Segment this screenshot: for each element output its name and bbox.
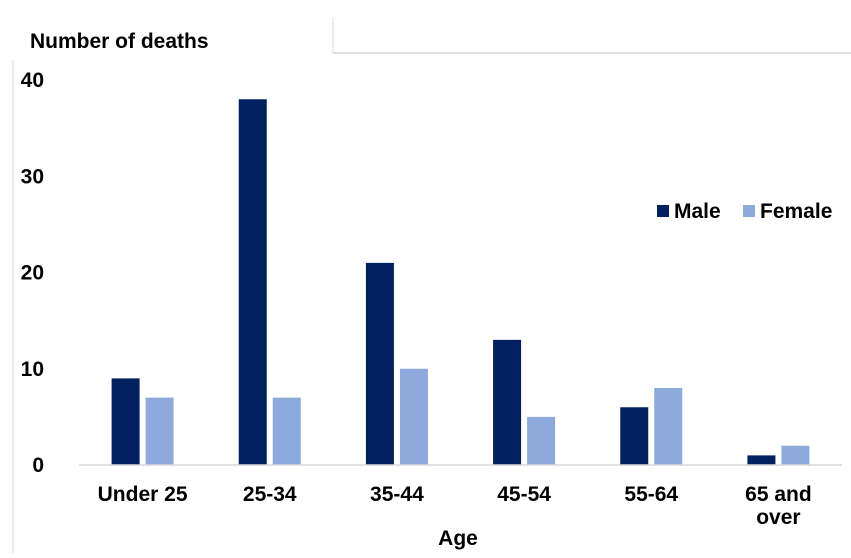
legend-label-male: Male bbox=[674, 200, 721, 223]
x-tick-label: Under 25 bbox=[98, 483, 188, 506]
y-tick-label: 30 bbox=[21, 165, 44, 188]
x-tick-label-line: 55-64 bbox=[624, 483, 678, 506]
y-tick-label: 0 bbox=[32, 454, 44, 477]
bar-male-25-34 bbox=[238, 99, 267, 465]
x-tick-label: 55-64 bbox=[624, 483, 678, 506]
x-tick-label: 35-44 bbox=[370, 483, 424, 506]
y-tick-label: 20 bbox=[21, 262, 44, 285]
bars-group bbox=[111, 99, 810, 465]
x-axis-tick-labels: Under 25 25-34 35-44 45-54 55-64 65 and over bbox=[98, 483, 812, 529]
bar-female-45-54 bbox=[527, 416, 556, 465]
x-tick-label: 25-34 bbox=[243, 483, 297, 506]
y-axis-title: Number of deaths bbox=[30, 30, 209, 53]
bar-male-45-54 bbox=[493, 339, 522, 465]
bar-female-55-64 bbox=[654, 388, 683, 465]
legend: Male Female bbox=[657, 200, 832, 223]
bar-female-65-and-over bbox=[781, 445, 810, 465]
bar-male-65-and-over bbox=[747, 455, 776, 465]
bar-female-under-25 bbox=[145, 397, 174, 465]
legend-label-female: Female bbox=[760, 200, 832, 223]
y-tick-label: 10 bbox=[21, 358, 44, 381]
x-tick-label-line: 25-34 bbox=[243, 483, 297, 506]
legend-swatch-female bbox=[743, 205, 755, 217]
bar-male-55-64 bbox=[620, 407, 649, 465]
bar-female-25-34 bbox=[272, 397, 301, 465]
x-tick-label-line: 65 and bbox=[745, 483, 812, 506]
x-tick-label-line: 35-44 bbox=[370, 483, 424, 506]
x-axis-title: Age bbox=[438, 527, 478, 550]
x-tick-label-line: 45-54 bbox=[497, 483, 551, 506]
x-tick-label: 65 and over bbox=[745, 483, 812, 529]
x-tick-label-line: Under 25 bbox=[98, 483, 188, 506]
bar-male-35-44 bbox=[365, 262, 394, 465]
x-tick-label: 45-54 bbox=[497, 483, 551, 506]
x-tick-label-line: over bbox=[756, 506, 800, 529]
y-tick-label: 40 bbox=[21, 69, 44, 92]
bar-male-under-25 bbox=[111, 378, 140, 465]
legend-swatch-male bbox=[657, 205, 669, 217]
y-axis-ticks: 0 10 20 30 40 bbox=[21, 69, 44, 477]
bar-female-35-44 bbox=[399, 368, 428, 465]
